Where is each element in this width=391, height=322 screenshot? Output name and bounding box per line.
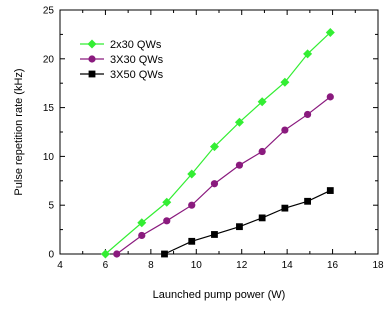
- data-point: [303, 49, 313, 59]
- data-point: [113, 250, 121, 258]
- y-tick-label: 15: [43, 103, 55, 114]
- data-point: [163, 217, 171, 225]
- data-point: [326, 93, 334, 101]
- data-point: [258, 147, 266, 156]
- data-point: [257, 97, 267, 107]
- x-tick-label: 14: [282, 260, 294, 271]
- legend-label: 2x30 QWs: [110, 39, 162, 51]
- data-point: [211, 231, 218, 238]
- legend: 2x30 QWs 3X30 QWs 3X50 QWs: [80, 39, 164, 81]
- series-line: [164, 190, 331, 255]
- data-point: [281, 126, 289, 134]
- data-point: [137, 218, 147, 228]
- legend-marker: [87, 39, 97, 49]
- series-line: [105, 32, 331, 255]
- data-point: [100, 249, 110, 259]
- data-point: [188, 201, 196, 209]
- x-tick-label: 4: [57, 260, 63, 271]
- series-3: [161, 187, 334, 258]
- legend-marker: [88, 70, 96, 78]
- data-point: [326, 187, 334, 194]
- y-tick-label: 0: [48, 250, 54, 261]
- data-point: [236, 223, 243, 231]
- data-point: [162, 197, 172, 207]
- data-point: [235, 161, 244, 169]
- data-point: [325, 27, 335, 37]
- x-tick-label: 16: [327, 260, 339, 271]
- x-tick-label: 12: [236, 260, 248, 271]
- data-point: [187, 169, 197, 179]
- legend-item: 3X50 QWs: [80, 69, 164, 81]
- data-point: [161, 250, 168, 258]
- y-axis-title: Pulse repetition rate (kHz): [13, 68, 25, 195]
- series-1: [100, 27, 335, 259]
- series-layer: [100, 27, 335, 259]
- series-line: [116, 96, 331, 255]
- data-point: [303, 110, 312, 119]
- data-point: [210, 180, 219, 188]
- data-point: [281, 204, 289, 212]
- legend-item: 3X30 QWs: [80, 54, 164, 66]
- y-tick-label: 10: [43, 152, 55, 163]
- data-point: [304, 197, 311, 205]
- data-point: [234, 117, 244, 127]
- x-axis-title: Launched pump power (W): [153, 289, 286, 301]
- data-point: [258, 214, 266, 222]
- data-point: [188, 237, 196, 245]
- series-2: [113, 93, 334, 258]
- y-tick-label: 25: [43, 6, 55, 17]
- legend-label: 3X30 QWs: [110, 54, 164, 66]
- x-tick-label: 8: [148, 260, 154, 271]
- x-tick-label: 6: [103, 260, 109, 271]
- axis-ticks: 4 6 8 10 12 14 16 18 0 5 10 15 20 25: [43, 6, 384, 272]
- legend-item: 2x30 QWs: [80, 39, 162, 51]
- x-tick-label: 10: [191, 260, 203, 271]
- y-tick-label: 5: [48, 201, 54, 212]
- data-point: [280, 77, 290, 87]
- x-tick-label: 18: [372, 260, 384, 271]
- data-point: [138, 231, 146, 240]
- legend-marker: [88, 55, 96, 63]
- data-point: [209, 142, 219, 152]
- plot-area: [59, 9, 379, 255]
- legend-label: 3X50 QWs: [110, 69, 164, 81]
- y-tick-label: 20: [43, 54, 55, 65]
